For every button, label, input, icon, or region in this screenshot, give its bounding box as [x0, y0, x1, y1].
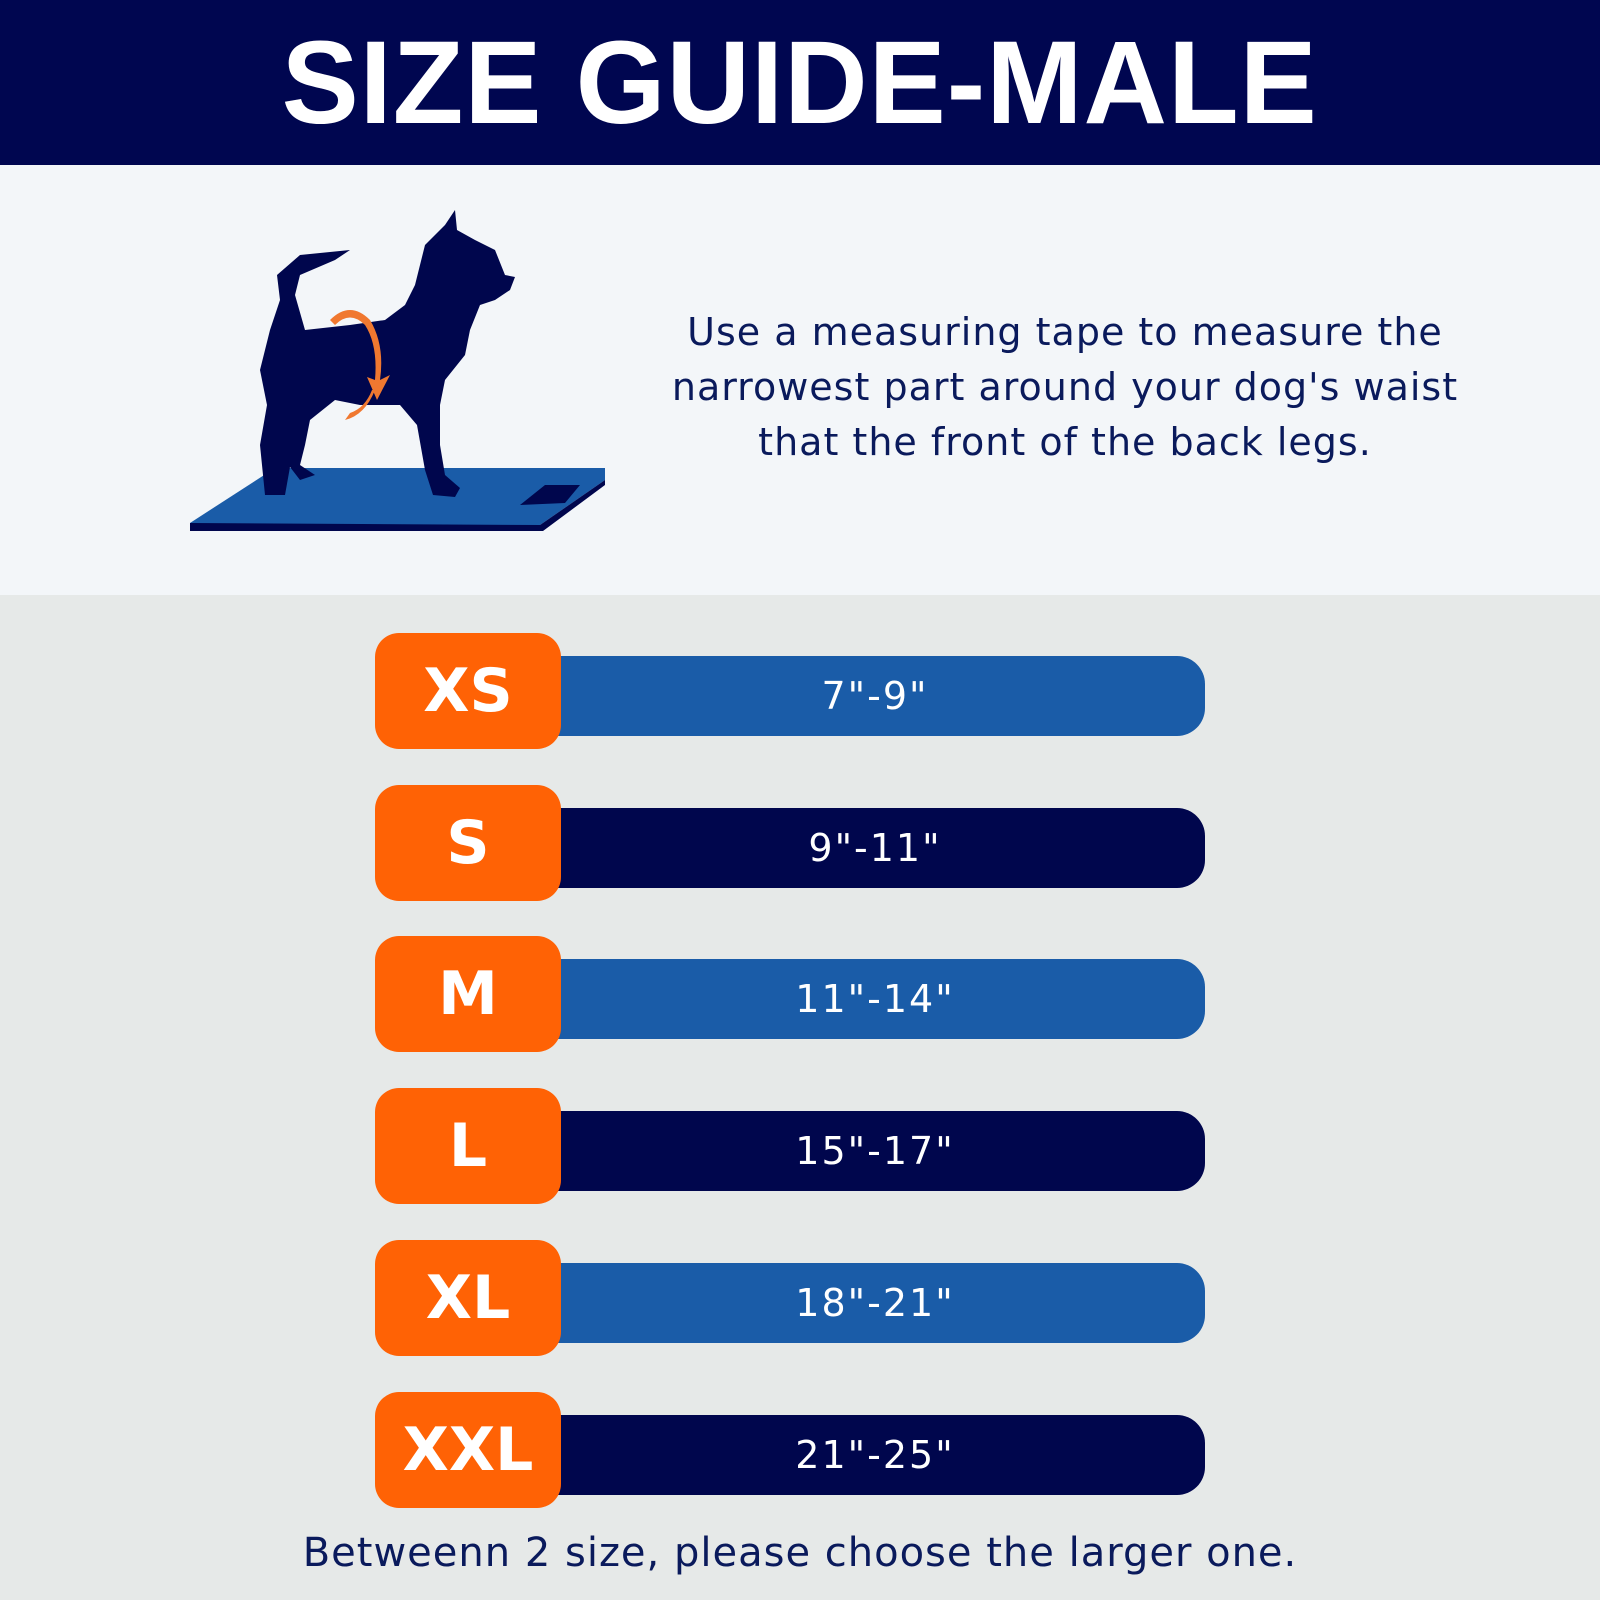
- size-range: 11"-14": [545, 959, 1205, 1039]
- size-badge: XL: [375, 1240, 561, 1356]
- size-row-s: 9"-11" S: [375, 785, 1205, 901]
- size-row-xxl: 21"-25" XXL: [375, 1392, 1205, 1508]
- size-range: 21"-25": [545, 1415, 1205, 1495]
- size-badge: M: [375, 936, 561, 1052]
- page-title: SIZE GUIDE-MALE: [281, 16, 1319, 149]
- mat-pad: [520, 485, 580, 505]
- size-range: 15"-17": [545, 1111, 1205, 1191]
- mat-edge: [190, 480, 605, 531]
- size-badge: XXL: [375, 1392, 561, 1508]
- mat: [190, 468, 605, 528]
- tape-arrow: [330, 310, 390, 420]
- size-badge: S: [375, 785, 561, 901]
- size-badge: XS: [375, 633, 561, 749]
- header-banner: SIZE GUIDE-MALE: [0, 0, 1600, 165]
- size-row-xs: 7"-9" XS: [375, 633, 1205, 749]
- dog-measuring-waist-icon: [190, 210, 605, 531]
- measuring-instruction: Use a measuring tape to measure the narr…: [671, 310, 1459, 464]
- size-row-m: 11"-14" M: [375, 936, 1205, 1052]
- intro-section: Use a measuring tape to measure the narr…: [0, 165, 1600, 595]
- dog-silhouette: [260, 210, 515, 497]
- size-range: 9"-11": [545, 808, 1205, 888]
- size-range: 18"-21": [545, 1263, 1205, 1343]
- size-note: Betweenn 2 size, please choose the large…: [302, 1530, 1298, 1576]
- size-row-l: 15"-17" L: [375, 1088, 1205, 1204]
- size-badge: L: [375, 1088, 561, 1204]
- size-range: 7"-9": [545, 656, 1205, 736]
- size-row-xl: 18"-21" XL: [375, 1240, 1205, 1356]
